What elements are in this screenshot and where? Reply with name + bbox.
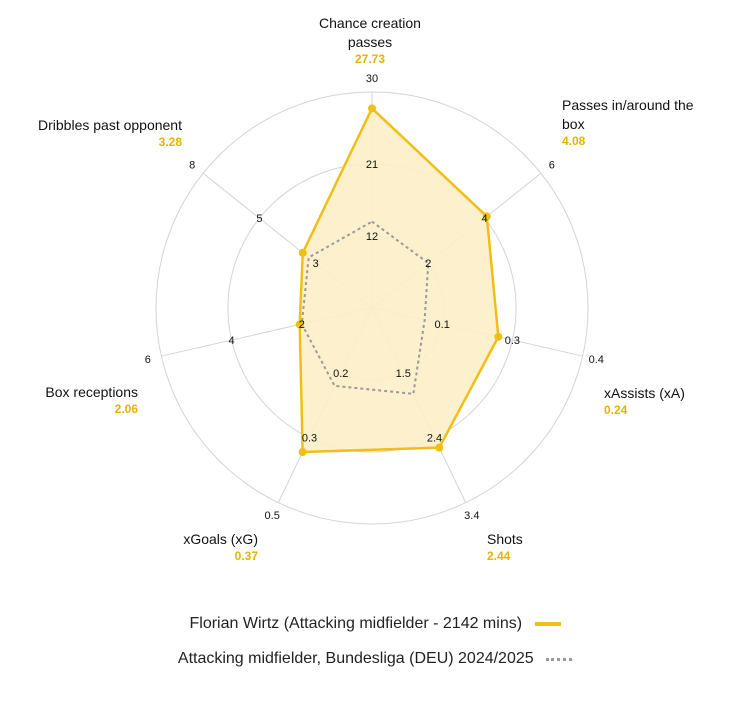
axis-label: xAssists (xA) bbox=[604, 385, 685, 401]
tick-label: 30 bbox=[366, 73, 378, 85]
tick-label: 12 bbox=[366, 231, 378, 243]
tick-label: 6 bbox=[549, 160, 555, 172]
tick-label: 4 bbox=[482, 213, 488, 225]
tick-label: 2.4 bbox=[427, 433, 442, 445]
axis-value-label: 4.08 bbox=[562, 134, 586, 148]
axis-value-label: 2.06 bbox=[114, 402, 138, 416]
series-player-point bbox=[435, 443, 444, 452]
legend-swatch-average bbox=[546, 657, 573, 661]
series-player-point bbox=[494, 332, 503, 341]
series-player-point bbox=[298, 448, 307, 457]
series-player-point bbox=[482, 212, 491, 221]
tick-label: 2 bbox=[299, 319, 305, 331]
tick-label: 6 bbox=[145, 354, 151, 366]
tick-label: 0.5 bbox=[265, 510, 280, 522]
legend-swatch-player bbox=[534, 622, 561, 626]
axis-label: xGoals (xG) bbox=[183, 531, 258, 547]
series-player-point bbox=[298, 248, 307, 257]
series-average-line bbox=[300, 220, 430, 395]
tick-label: 0.4 bbox=[589, 354, 604, 366]
tick-label: 4 bbox=[229, 335, 235, 347]
axis-label: Shots bbox=[487, 531, 523, 547]
tick-label: 0.2 bbox=[333, 368, 348, 380]
axis-value-label: 0.37 bbox=[234, 549, 258, 563]
radar-series bbox=[295, 104, 503, 457]
tick-label: 3.4 bbox=[464, 510, 479, 522]
legend-item-average: Attacking midfielder, Bundesliga (DEU) 2… bbox=[0, 650, 750, 668]
axis-label: Passes in/around the box bbox=[562, 97, 694, 132]
legend-label-player: Florian Wirtz (Attacking midfielder - 21… bbox=[189, 615, 523, 632]
radar-chart: 12 21 30 2 4 6 0.1 0.3 0.4 1.5 2.4 3.4 0.2 0.3 0.5 2 4 6 3… bbox=[145, 73, 604, 525]
tick-label: 1.5 bbox=[396, 368, 411, 380]
tick-label: 8 bbox=[189, 160, 195, 172]
tick-label: 21 bbox=[366, 159, 378, 171]
series-player-point bbox=[368, 104, 376, 113]
axis-value-label: 0.24 bbox=[604, 403, 628, 417]
tick-label: 0.1 bbox=[435, 319, 450, 331]
axis-label: Dribbles past opponent bbox=[38, 117, 182, 133]
axis-label: Box receptions bbox=[45, 384, 138, 400]
axis-value-label: 3.28 bbox=[158, 135, 182, 149]
series-player-line bbox=[298, 107, 500, 454]
series-player-point bbox=[295, 320, 304, 329]
legend-label-average: Attacking midfielder, Bundesliga (DEU) 2… bbox=[177, 650, 534, 667]
tick-label: 0.3 bbox=[302, 433, 317, 445]
tick-label: 2 bbox=[425, 258, 431, 270]
tick-label: 0.3 bbox=[505, 335, 520, 347]
tick-label: 5 bbox=[256, 213, 262, 225]
series-player-fill bbox=[299, 108, 499, 453]
radar-ticks: 12 21 30 2 4 6 0.1 0.3 0.4 1.5 2.4 3.4 0.2 0.3 0.5 2 4 6 3… bbox=[145, 73, 604, 522]
tick-label: 3 bbox=[313, 258, 319, 270]
axis-value-label: 27.73 bbox=[354, 52, 386, 66]
axis-value-label: 2.44 bbox=[487, 549, 511, 563]
legend-item-player: Florian Wirtz (Attacking midfielder - 21… bbox=[0, 615, 750, 633]
axis-label: Chance creation passes bbox=[319, 15, 421, 50]
